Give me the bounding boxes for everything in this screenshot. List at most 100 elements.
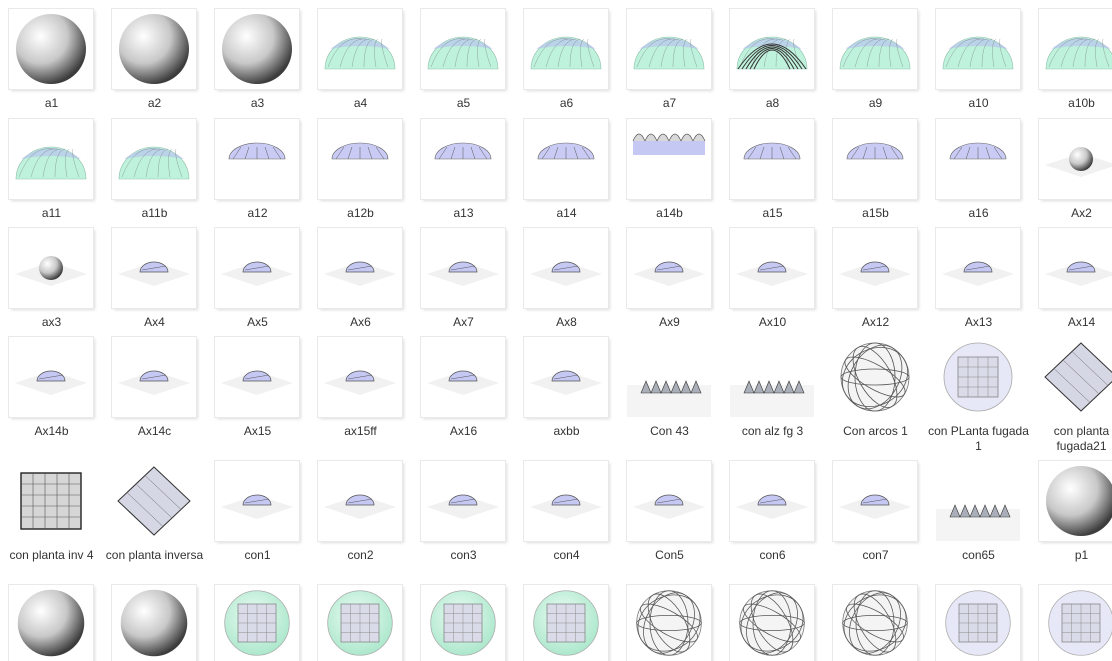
plan-square-thumbnail[interactable] <box>9 461 93 541</box>
axo-dome-thumbnail[interactable] <box>318 461 402 541</box>
axo-dome-thumbnail[interactable] <box>524 461 608 541</box>
dome-mint-thumbnail <box>9 119 93 199</box>
plan-circle-thumbnail <box>1041 585 1112 661</box>
wire-sphere-thumbnail <box>835 585 915 661</box>
file-name-label: a4 <box>353 96 368 110</box>
dome-low-thumbnail[interactable] <box>318 119 402 199</box>
file-name-label: p1 <box>1074 548 1089 562</box>
dome-arcs-thumbnail[interactable] <box>730 9 814 89</box>
file-name-label: a7 <box>662 96 677 110</box>
dome-mint-thumbnail <box>318 9 402 89</box>
dome-mint-thumbnail[interactable] <box>112 119 196 199</box>
dome-low-thumbnail[interactable] <box>421 119 505 199</box>
axo-dome-thumbnail <box>9 337 93 417</box>
axo-dome-thumbnail[interactable] <box>215 228 299 308</box>
file-name-label: Con 43 <box>650 424 689 438</box>
plan-circle-thumbnail[interactable] <box>936 337 1020 417</box>
dome-mint-thumbnail[interactable] <box>9 119 93 199</box>
sphere-shaded-thumbnail <box>11 585 91 661</box>
sphere-shaded-thumbnail[interactable] <box>1039 461 1112 541</box>
axo-dome-thumbnail[interactable] <box>421 337 505 417</box>
axo-dome-thumbnail[interactable] <box>1039 228 1112 308</box>
axo-dome-thumbnail[interactable] <box>112 337 196 417</box>
plan-mint-circle-thumbnail[interactable] <box>524 585 608 661</box>
axo-sphere-thumbnail <box>1039 119 1112 199</box>
axo-sphere-thumbnail[interactable] <box>1039 119 1112 199</box>
faceted-dome-thumbnail[interactable] <box>730 337 814 417</box>
dome-low-thumbnail[interactable] <box>524 119 608 199</box>
dome-low-thumbnail[interactable] <box>215 119 299 199</box>
dome-mint-thumbnail[interactable] <box>524 9 608 89</box>
dome-mint-thumbnail[interactable] <box>627 9 711 89</box>
file-name-label: a3 <box>250 96 265 110</box>
dome-low-thumbnail <box>833 119 917 199</box>
axo-dome-thumbnail <box>524 228 608 308</box>
faceted-dome-thumbnail[interactable] <box>627 337 711 417</box>
axo-dome-thumbnail[interactable] <box>936 228 1020 308</box>
axo-dome-thumbnail <box>627 461 711 541</box>
sphere-shaded-thumbnail[interactable] <box>112 9 196 89</box>
sphere-shaded-thumbnail <box>9 9 93 89</box>
dome-mint-thumbnail[interactable] <box>833 9 917 89</box>
file-name-label: Ax7 <box>453 315 474 329</box>
wire-sphere-thumbnail[interactable] <box>730 585 814 661</box>
file-name-label: con planta inversa <box>105 548 204 562</box>
dome-mint-thumbnail[interactable] <box>421 9 505 89</box>
dome-faceted-thumbnail <box>627 119 711 199</box>
file-name-label: a2 <box>147 96 162 110</box>
file-name-label: con4 <box>553 548 580 562</box>
plan-mint-circle-thumbnail[interactable] <box>318 585 402 661</box>
axo-dome-thumbnail <box>421 461 505 541</box>
axo-dome-thumbnail[interactable] <box>421 461 505 541</box>
axo-dome-thumbnail[interactable] <box>524 228 608 308</box>
axo-dome-thumbnail[interactable] <box>524 337 608 417</box>
plan-diamond-thumbnail[interactable] <box>1039 337 1112 417</box>
axo-dome-thumbnail[interactable] <box>833 228 917 308</box>
sphere-shaded-thumbnail[interactable] <box>9 585 93 661</box>
axo-dome-thumbnail[interactable] <box>318 337 402 417</box>
plan-circle-thumbnail[interactable] <box>1039 585 1112 661</box>
wire-sphere-thumbnail[interactable] <box>627 585 711 661</box>
axo-dome-thumbnail[interactable] <box>627 461 711 541</box>
file-name-label: Ax6 <box>350 315 371 329</box>
file-name-label: a10b <box>1068 96 1095 110</box>
plan-square-thumbnail <box>9 461 93 541</box>
file-name-label: con2 <box>347 548 374 562</box>
axo-dome-thumbnail[interactable] <box>215 461 299 541</box>
plan-mint-circle-thumbnail[interactable] <box>421 585 505 661</box>
sphere-shaded-thumbnail[interactable] <box>215 9 299 89</box>
dome-low-thumbnail[interactable] <box>936 119 1020 199</box>
dome-mint-thumbnail[interactable] <box>1039 9 1112 89</box>
axo-dome-thumbnail[interactable] <box>730 228 814 308</box>
dome-mint-thumbnail[interactable] <box>936 9 1020 89</box>
axo-dome-thumbnail[interactable] <box>833 461 917 541</box>
axo-dome-thumbnail[interactable] <box>421 228 505 308</box>
file-name-label: a11b <box>141 206 168 220</box>
axo-dome-thumbnail[interactable] <box>9 337 93 417</box>
axo-dome-thumbnail[interactable] <box>730 461 814 541</box>
axo-dome-thumbnail[interactable] <box>627 228 711 308</box>
file-name-label: a14b <box>656 206 683 220</box>
dome-low-thumbnail[interactable] <box>730 119 814 199</box>
dome-low-thumbnail[interactable] <box>833 119 917 199</box>
wire-sphere-thumbnail[interactable] <box>833 337 917 417</box>
sphere-shaded-thumbnail[interactable] <box>112 585 196 661</box>
wire-sphere-thumbnail <box>732 585 812 661</box>
plan-circle-thumbnail[interactable] <box>936 585 1020 661</box>
axo-dome-thumbnail[interactable] <box>318 228 402 308</box>
faceted-dome-thumbnail[interactable] <box>936 461 1020 541</box>
dome-mint-thumbnail[interactable] <box>318 9 402 89</box>
file-name-label: a11 <box>41 206 62 220</box>
axo-dome-thumbnail[interactable] <box>215 337 299 417</box>
sphere-shaded-thumbnail[interactable] <box>9 9 93 89</box>
plan-mint-circle-thumbnail[interactable] <box>215 585 299 661</box>
plan-diamond-thumbnail[interactable] <box>112 461 196 541</box>
axo-dome-thumbnail <box>421 337 505 417</box>
dome-faceted-thumbnail[interactable] <box>627 119 711 199</box>
file-name-label: Con arcos 1 <box>843 424 908 438</box>
axo-dome-thumbnail[interactable] <box>112 228 196 308</box>
axo-sphere-thumbnail[interactable] <box>9 228 93 308</box>
sphere-shaded-thumbnail <box>1039 461 1112 541</box>
axo-dome-thumbnail <box>936 228 1020 308</box>
wire-sphere-thumbnail[interactable] <box>833 585 917 661</box>
